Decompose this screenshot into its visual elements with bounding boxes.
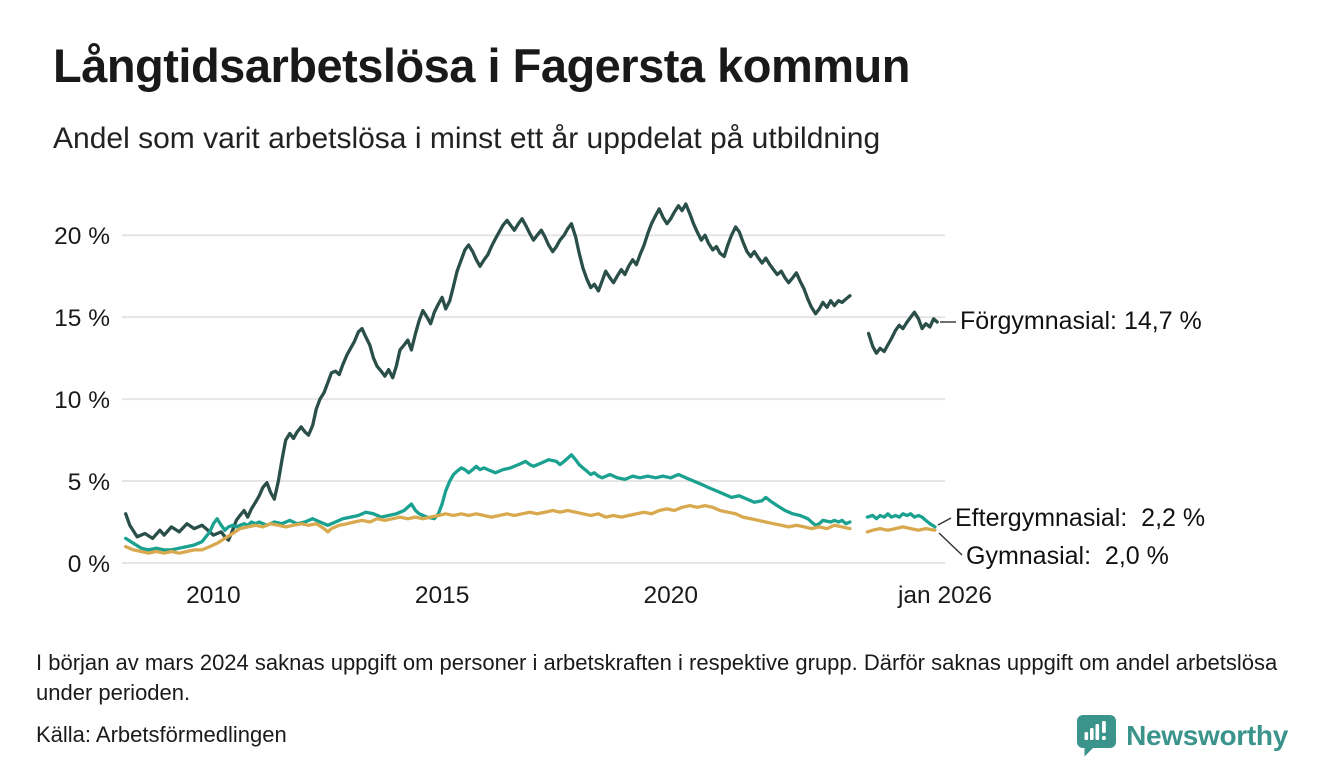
logo-bar-2	[1090, 728, 1094, 740]
page-subtitle: Andel som varit arbetslösa i minst ett å…	[53, 122, 881, 155]
series-line-förgymnasial	[124, 202, 939, 542]
series-label-forgymnasial: Förgymnasial: 14,7 %	[960, 307, 1202, 335]
y-tick-label: 5 %	[68, 469, 110, 496]
source-line: Källa: Arbetsförmedlingen	[36, 722, 287, 747]
series-label-gymnasial: Gymnasial: 2,0 %	[966, 542, 1169, 570]
logo-exclamation-dot	[1102, 736, 1106, 740]
y-tick-label: 10 %	[54, 387, 110, 414]
label-leader-lines	[937, 321, 963, 556]
newsworthy-logo-icon	[1077, 715, 1117, 757]
series-label-eftergymnasial: Eftergymnasial: 2,2 %	[955, 504, 1206, 532]
logo-bar-1	[1084, 732, 1089, 740]
x-tick-label: 2015	[415, 582, 470, 609]
newsworthy-branding: Newsworthy	[1076, 714, 1288, 758]
y-tick-label: 20 %	[54, 223, 110, 250]
brand-name: Newsworthy	[1126, 720, 1288, 751]
logo-exclamation-bar	[1102, 721, 1106, 733]
x-tick-label: 2010	[186, 582, 241, 609]
x-tick-label: jan 2026	[897, 582, 992, 609]
series-line-gymnasial	[124, 503, 937, 555]
series-lines	[124, 202, 939, 555]
leader-line-gymnasial	[938, 532, 963, 556]
logo-bar-3	[1095, 724, 1100, 740]
leader-line-eftergymnasial	[937, 517, 952, 526]
y-tick-label: 15 %	[54, 305, 110, 332]
footnote: I början av mars 2024 saknas uppgift om …	[36, 650, 1278, 705]
x-tick-label: 2020	[643, 582, 698, 609]
y-tick-label: 0 %	[68, 551, 110, 578]
series-line-eftergymnasial	[124, 453, 937, 552]
line-chart: 0 % 5 % 10 % 15 % 20 % 2010 2015 2020 jan 2026	[54, 202, 992, 609]
page-title: Långtidsarbetslösa i Fagersta kommun	[53, 39, 910, 92]
gridlines	[122, 234, 945, 564]
axis-labels: 0 % 5 % 10 % 15 % 20 % 2010 2015 2020 jan 2026	[54, 223, 992, 609]
